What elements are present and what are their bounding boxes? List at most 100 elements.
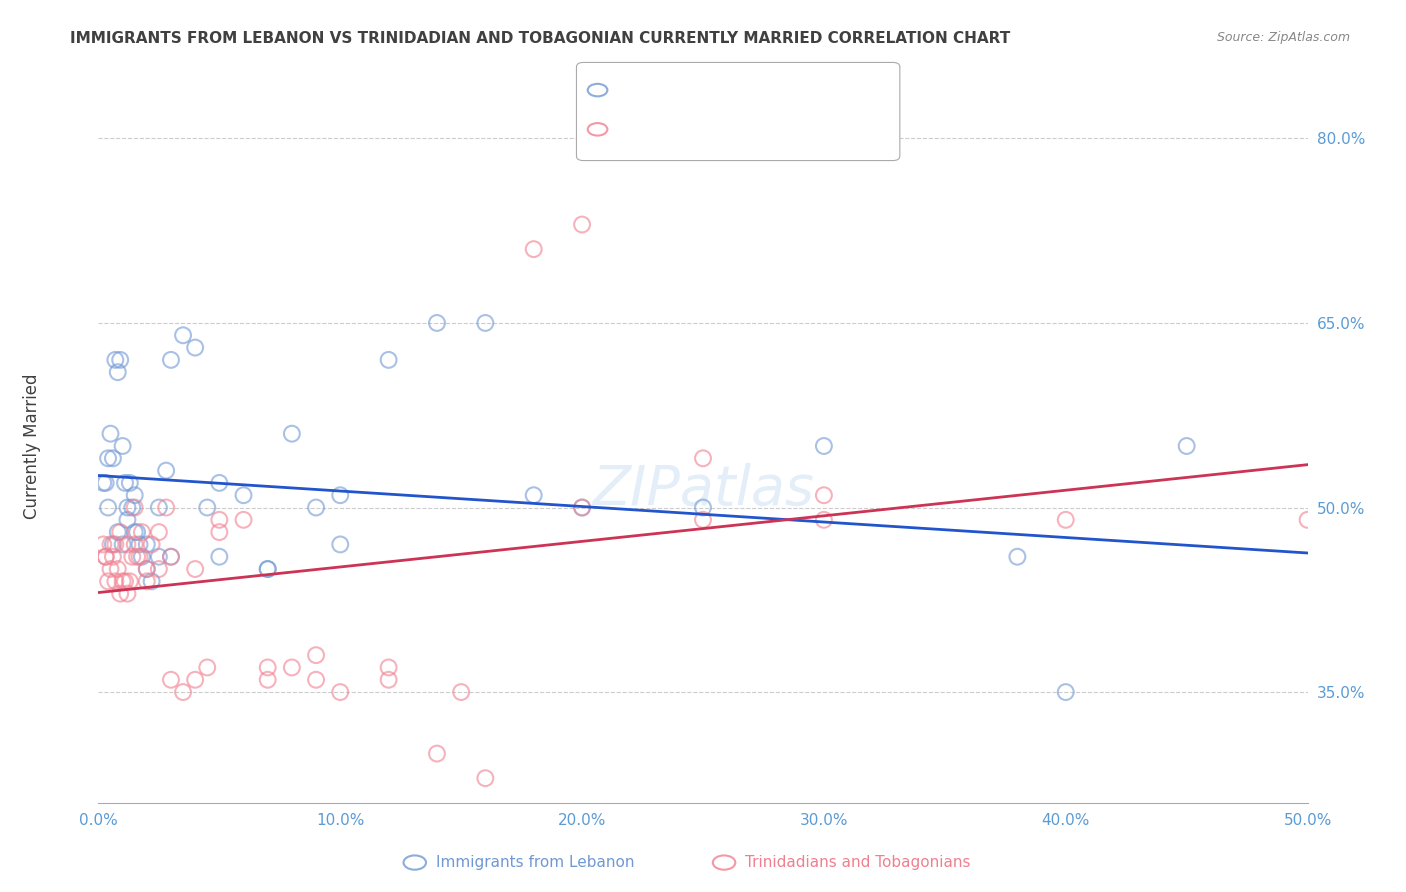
Point	[117, 587, 139, 601]
Point	[184, 673, 207, 687]
Point	[101, 537, 124, 551]
Point	[117, 537, 139, 551]
Point	[281, 660, 304, 674]
Point	[124, 500, 146, 515]
Point	[256, 673, 278, 687]
Point	[108, 352, 131, 367]
Point	[127, 525, 149, 540]
Point	[111, 439, 134, 453]
Point	[104, 352, 127, 367]
Point	[108, 587, 131, 601]
Point	[377, 352, 399, 367]
Point	[256, 562, 278, 576]
Point	[305, 500, 328, 515]
Point	[100, 537, 122, 551]
Point	[148, 500, 170, 515]
Point	[124, 537, 146, 551]
Point	[131, 549, 153, 564]
Point	[450, 685, 472, 699]
Point	[281, 426, 304, 441]
Point	[813, 439, 835, 453]
Point	[128, 549, 150, 564]
Point	[426, 316, 449, 330]
Point	[131, 525, 153, 540]
Point	[692, 513, 714, 527]
Point	[121, 549, 143, 564]
Point	[100, 562, 122, 576]
Point	[184, 341, 207, 355]
Point	[117, 513, 139, 527]
Point	[108, 525, 131, 540]
Text: IMMIGRANTS FROM LEBANON VS TRINIDADIAN AND TOBAGONIAN CURRENTLY MARRIED CORRELAT: IMMIGRANTS FROM LEBANON VS TRINIDADIAN A…	[70, 31, 1011, 46]
Point	[97, 500, 120, 515]
Point	[474, 771, 496, 785]
Point	[148, 562, 170, 576]
Point	[148, 549, 170, 564]
Point	[377, 673, 399, 687]
Point	[111, 537, 134, 551]
Point	[813, 513, 835, 527]
Point	[107, 525, 129, 540]
Point	[1054, 685, 1077, 699]
Point	[107, 562, 129, 576]
Point	[1054, 513, 1077, 527]
Point	[97, 451, 120, 466]
Point	[121, 500, 143, 515]
Point	[155, 464, 177, 478]
Point	[208, 513, 231, 527]
Point	[94, 549, 117, 564]
Point	[692, 451, 714, 466]
Point	[148, 525, 170, 540]
Point	[305, 648, 328, 662]
Text: Currently Married: Currently Married	[22, 373, 41, 519]
Point	[118, 574, 141, 589]
Point	[256, 562, 278, 576]
Point	[160, 549, 183, 564]
Point	[155, 500, 177, 515]
Point	[571, 500, 593, 515]
Text: Trinidadians and Tobagonians: Trinidadians and Tobagonians	[745, 855, 970, 870]
Point	[160, 549, 183, 564]
Point	[377, 660, 399, 674]
Point	[94, 475, 117, 490]
Point	[101, 549, 124, 564]
Point	[97, 574, 120, 589]
Text: Source: ZipAtlas.com: Source: ZipAtlas.com	[1216, 31, 1350, 45]
Point	[127, 549, 149, 564]
Point	[172, 328, 194, 343]
Point	[1175, 439, 1198, 453]
Point	[571, 500, 593, 515]
Point	[426, 747, 449, 761]
Point	[100, 426, 122, 441]
Point	[329, 488, 352, 502]
Point	[160, 673, 183, 687]
Text: ZIPatlas: ZIPatlas	[592, 462, 814, 516]
Point	[571, 218, 593, 232]
Point	[523, 488, 546, 502]
Point	[101, 451, 124, 466]
Point	[813, 488, 835, 502]
Point	[114, 475, 136, 490]
Point	[104, 574, 127, 589]
Point	[160, 352, 183, 367]
Point	[117, 500, 139, 515]
Text: R =  0.287   N = 58: R = 0.287 N = 58	[614, 120, 776, 138]
Point	[124, 488, 146, 502]
Point	[94, 549, 117, 564]
Point	[91, 537, 114, 551]
Point	[474, 316, 496, 330]
Point	[135, 562, 157, 576]
Point	[107, 365, 129, 379]
Point	[692, 500, 714, 515]
Point	[135, 574, 157, 589]
Point	[195, 660, 218, 674]
Point	[208, 525, 231, 540]
Point	[141, 574, 163, 589]
Point	[208, 475, 231, 490]
Point	[128, 537, 150, 551]
Point	[523, 242, 546, 256]
Point	[305, 673, 328, 687]
Point	[232, 488, 254, 502]
Point	[114, 574, 136, 589]
Text: Immigrants from Lebanon: Immigrants from Lebanon	[436, 855, 634, 870]
